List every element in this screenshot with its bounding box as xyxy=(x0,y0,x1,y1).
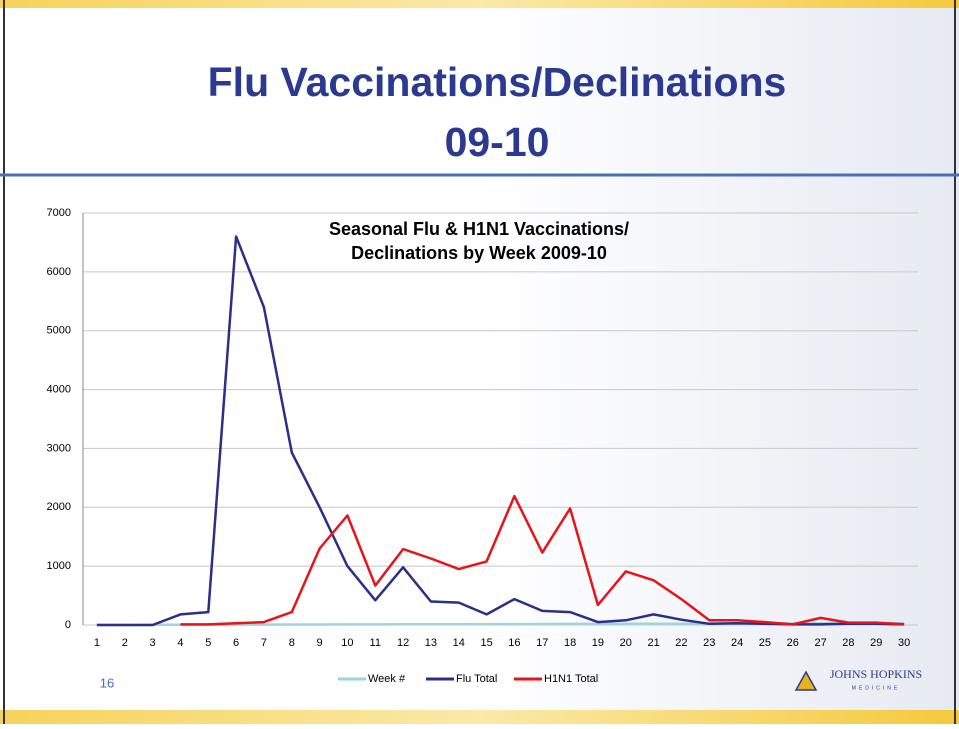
x-tick-label: 27 xyxy=(814,637,826,649)
x-tick-label: 30 xyxy=(898,637,910,649)
x-tick-label: 7 xyxy=(261,637,267,649)
slide-title: 09-10 xyxy=(445,119,550,165)
x-tick-label: 19 xyxy=(592,637,604,649)
x-tick-label: 10 xyxy=(341,637,353,649)
legend-label: H1N1 Total xyxy=(544,673,598,685)
y-tick-label: 3000 xyxy=(47,442,71,454)
top-band xyxy=(0,0,959,8)
x-tick-label: 14 xyxy=(453,637,465,649)
slide-title: Flu Vaccinations/Declinations xyxy=(208,59,787,105)
legend-label: Week # xyxy=(368,673,406,685)
x-tick-label: 4 xyxy=(177,637,183,649)
x-tick-label: 18 xyxy=(564,637,576,649)
y-tick-label: 5000 xyxy=(47,325,71,337)
x-tick-label: 8 xyxy=(289,637,295,649)
x-tick-label: 24 xyxy=(731,637,743,649)
x-tick-label: 12 xyxy=(397,637,409,649)
x-tick-label: 17 xyxy=(536,637,548,649)
x-tick-label: 2 xyxy=(122,637,128,649)
x-tick-label: 21 xyxy=(647,637,659,649)
x-tick-label: 9 xyxy=(317,637,323,649)
x-tick-label: 15 xyxy=(480,637,492,649)
y-tick-label: 1000 xyxy=(47,560,71,572)
y-tick-label: 2000 xyxy=(47,501,71,513)
y-tick-label: 0 xyxy=(65,619,71,631)
x-tick-label: 28 xyxy=(842,637,854,649)
chart-title: Declinations by Week 2009-10 xyxy=(351,243,607,263)
x-tick-label: 16 xyxy=(508,637,520,649)
page: {"slide": {"title_lines": ["Flu Vaccinat… xyxy=(0,0,959,724)
x-tick-label: 6 xyxy=(233,637,239,649)
slide: Flu Vaccinations/Declinations 09-10 Seas… xyxy=(0,0,959,724)
x-tick-label: 29 xyxy=(870,637,882,649)
x-tick-label: 25 xyxy=(759,637,771,649)
x-tick-label: 3 xyxy=(150,637,156,649)
x-tick-label: 23 xyxy=(703,637,715,649)
x-tick-label: 11 xyxy=(370,637,381,649)
logo-subtext: MEDICINE xyxy=(852,685,900,691)
x-tick-label: 1 xyxy=(94,637,100,649)
page-number: 16 xyxy=(100,675,114,690)
y-tick-label: 6000 xyxy=(47,266,71,278)
y-tick-label: 7000 xyxy=(47,207,71,219)
x-tick-label: 13 xyxy=(425,637,437,649)
background xyxy=(0,0,959,724)
x-tick-label: 20 xyxy=(620,637,632,649)
legend-label: Flu Total xyxy=(456,673,497,685)
x-tick-label: 22 xyxy=(675,637,687,649)
chart-title: Seasonal Flu & H1N1 Vaccinations/ xyxy=(329,219,629,239)
logo-text: JOHNS HOPKINS xyxy=(830,667,922,681)
y-tick-label: 4000 xyxy=(47,383,71,395)
bottom-band xyxy=(0,710,959,724)
x-tick-label: 5 xyxy=(205,637,211,649)
x-tick-label: 26 xyxy=(787,637,799,649)
